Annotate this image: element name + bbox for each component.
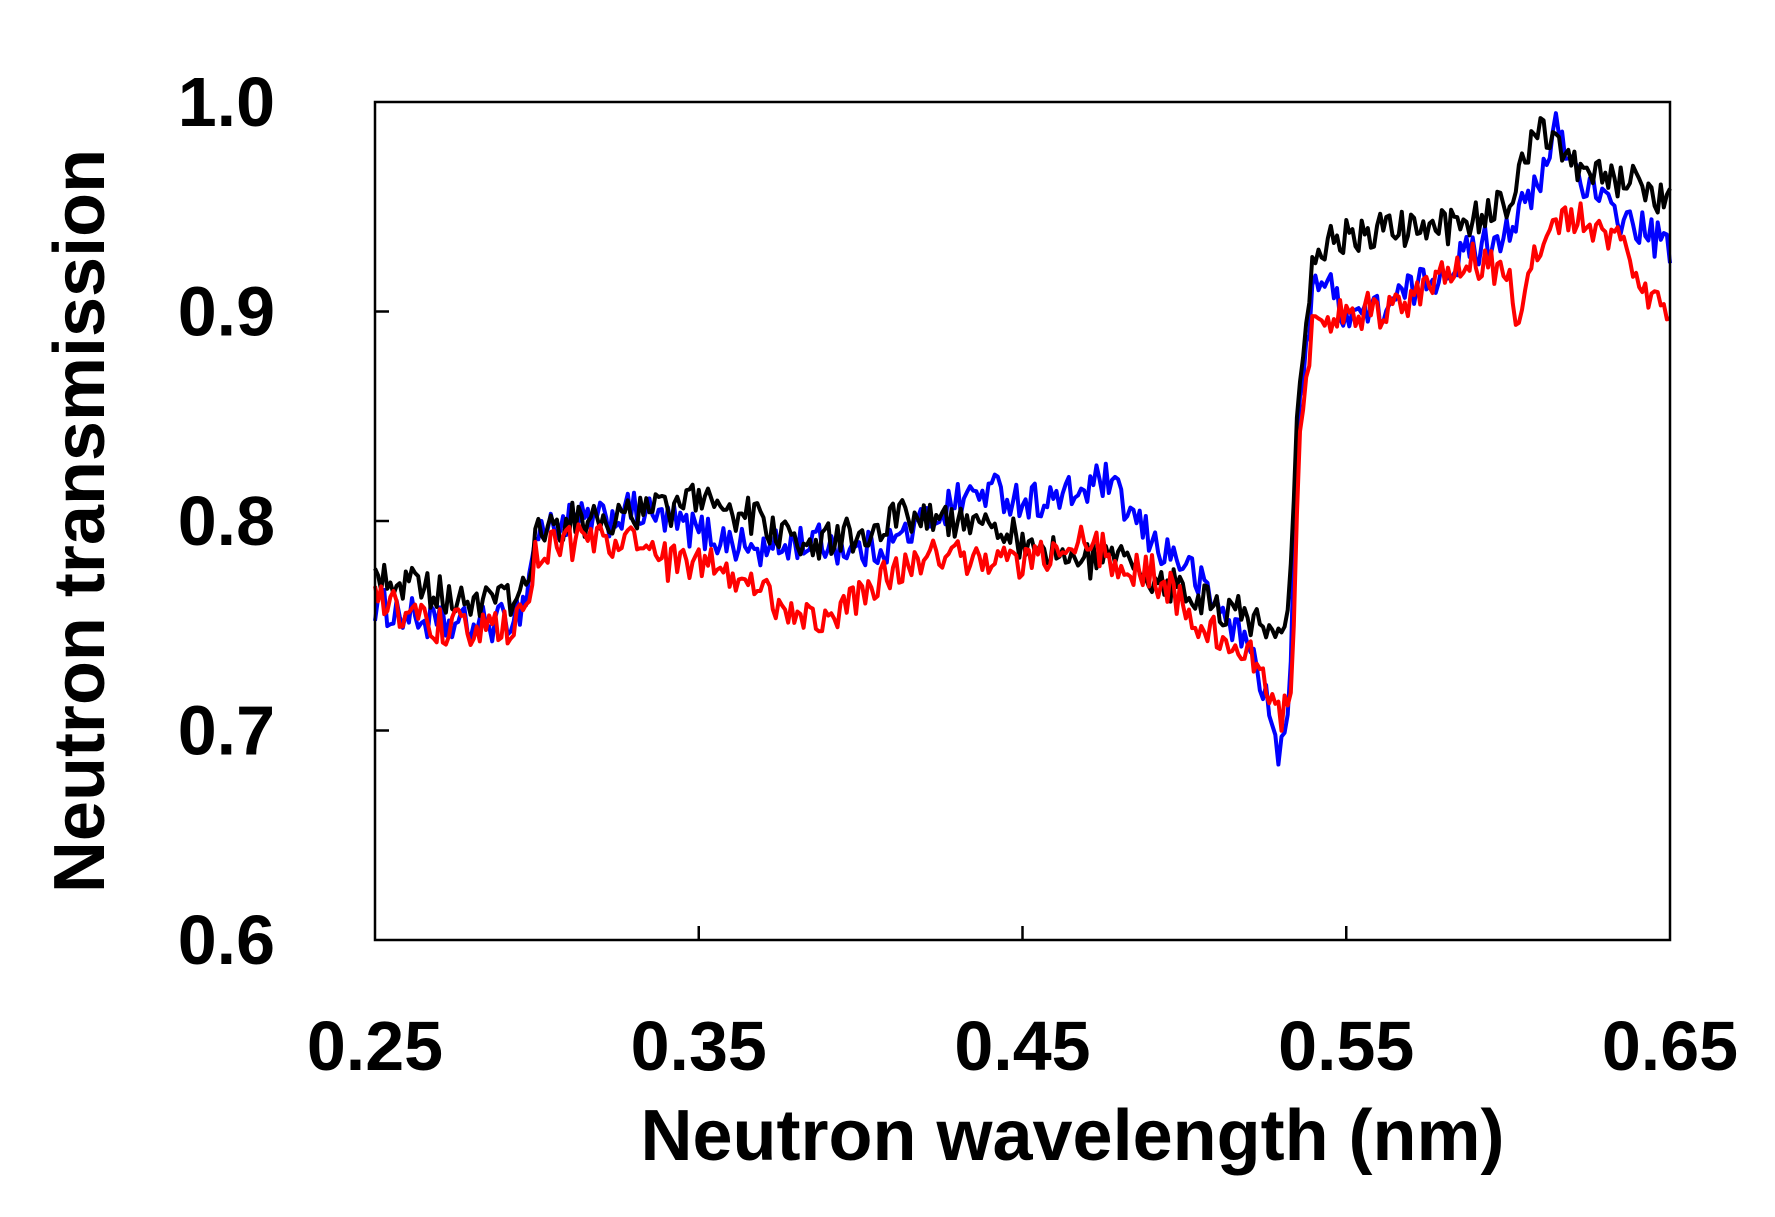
y-tick-label: 0.6 bbox=[178, 901, 275, 979]
x-tick-label: 0.65 bbox=[1602, 1007, 1738, 1085]
y-tick-label: 0.9 bbox=[178, 273, 275, 351]
series-line-red bbox=[373, 201, 1671, 733]
y-tick-label: 0.7 bbox=[178, 692, 275, 770]
x-tick-label: 0.25 bbox=[307, 1007, 443, 1085]
x-axis-title: Neutron wavelength (nm) bbox=[640, 1096, 1504, 1176]
x-tick-label: 0.45 bbox=[954, 1007, 1090, 1085]
y-tick-label: 1.0 bbox=[178, 63, 275, 141]
series-layer bbox=[373, 111, 1672, 767]
y-axis-title: Neutron transmission bbox=[40, 149, 120, 893]
x-tick-label: 0.55 bbox=[1278, 1007, 1414, 1085]
y-tick-label: 0.8 bbox=[178, 482, 275, 560]
x-tick-label: 0.35 bbox=[631, 1007, 767, 1085]
ticks-layer bbox=[375, 310, 1348, 940]
tick-labels-layer: 0.25 0.35 0.45 0.55 0.65 0.6 0.7 0.8 0.9 1.0 bbox=[178, 63, 1738, 1085]
series-line-black bbox=[373, 116, 1672, 640]
